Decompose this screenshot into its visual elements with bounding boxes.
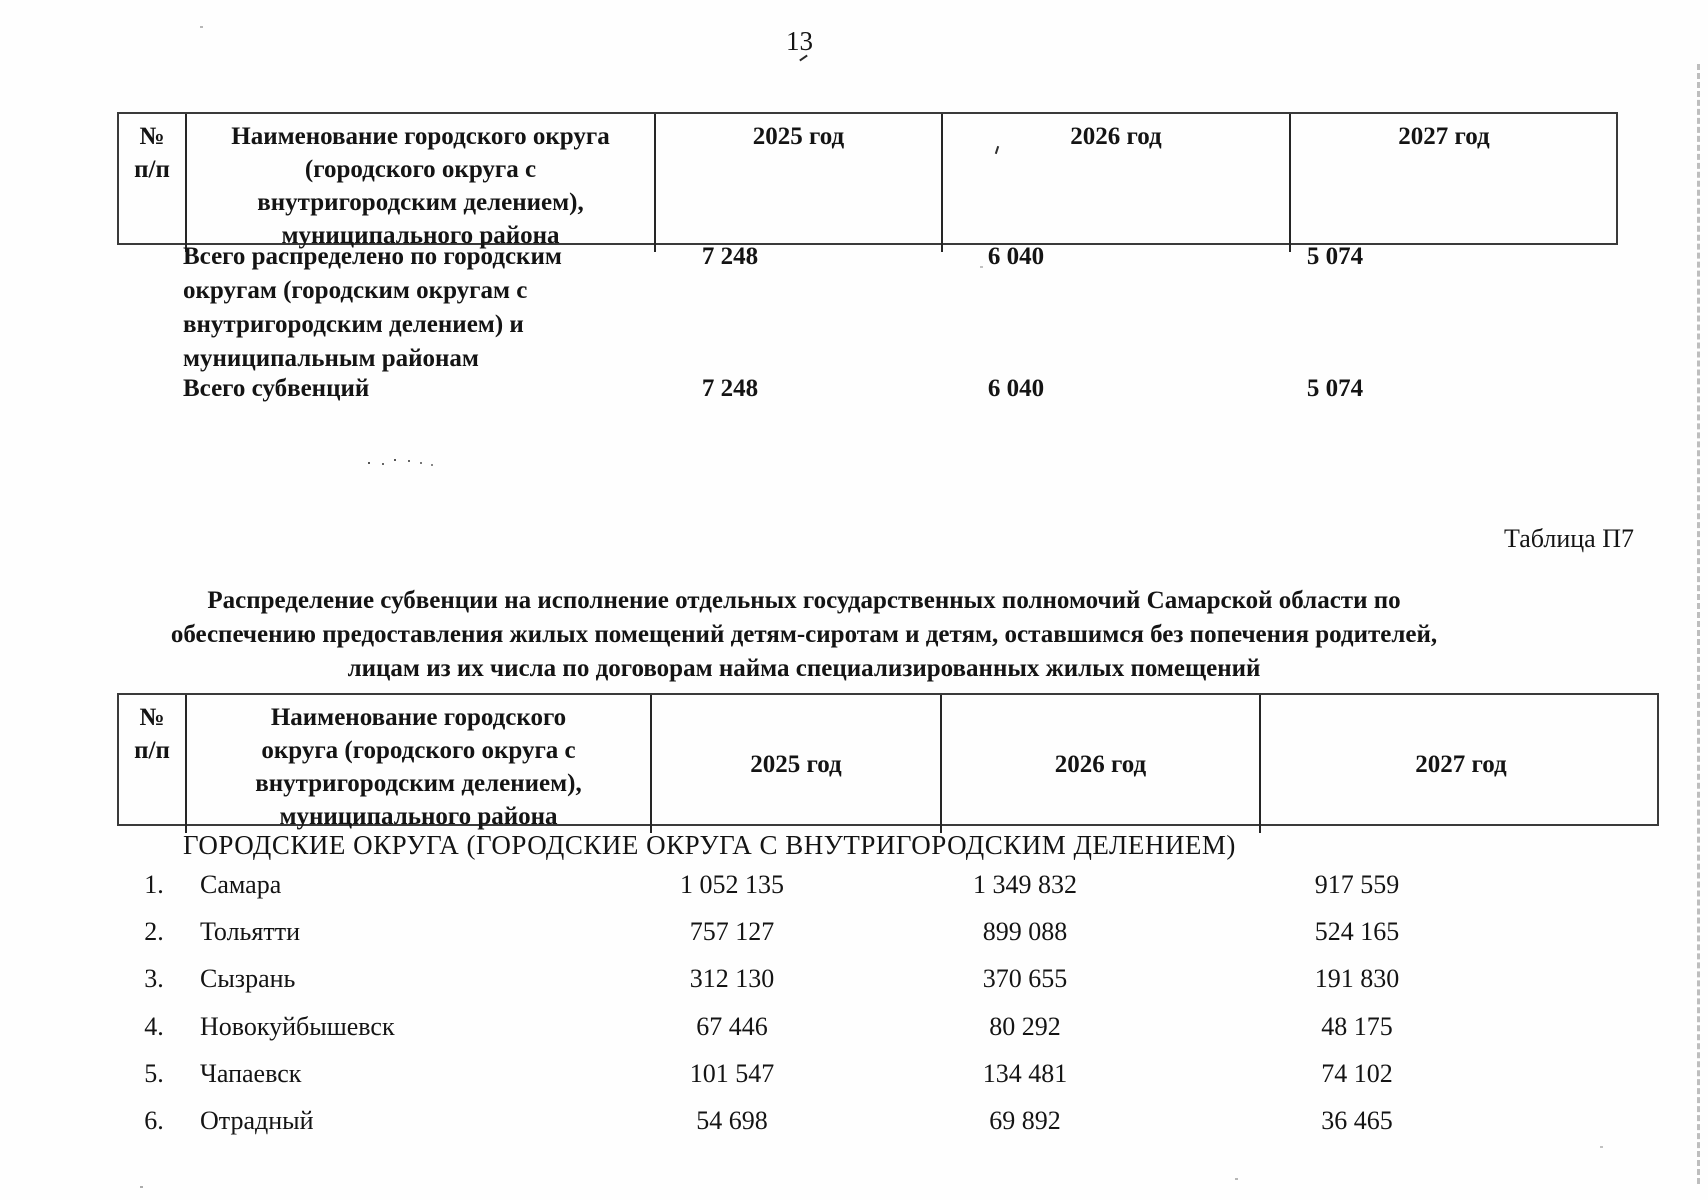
- page-number: 13: [786, 26, 813, 56]
- value-2025: 312 130: [689, 964, 775, 993]
- table2-header: № п/п Наименование городского округа (го…: [117, 693, 1659, 833]
- document-title: Распределение субвенции на исполнение от…: [170, 587, 1438, 682]
- row-name: Тольятти: [200, 917, 301, 946]
- value-2025: 757 127: [689, 917, 775, 946]
- value-2025: 7 248: [701, 375, 759, 402]
- row-name: Отрадный: [200, 1106, 314, 1135]
- scan-noise-dots: [140, 1186, 143, 1188]
- row-name: Сызрань: [200, 964, 296, 993]
- table1-col-2025: 2025 год: [654, 114, 941, 252]
- table1-header: № п/п Наименование городского округа (го…: [117, 112, 1618, 252]
- value-2027: 191 830: [1314, 964, 1400, 993]
- value-2027: 524 165: [1314, 917, 1400, 946]
- value-2026: 134 481: [982, 1059, 1068, 1088]
- value-2026: 899 088: [982, 917, 1068, 946]
- value-2026: 6 040: [987, 243, 1045, 270]
- value-2025: 54 698: [696, 1106, 768, 1135]
- row-name: Чапаевск: [200, 1059, 302, 1088]
- value-2026: 6 040: [987, 375, 1045, 402]
- value-2025: 7 248: [701, 243, 759, 270]
- row-name: Новокуйбышевск: [200, 1012, 395, 1041]
- value-2025: 67 446: [696, 1012, 768, 1041]
- row-number: 3.: [144, 964, 164, 993]
- scan-noise-dots: [368, 462, 370, 464]
- table1-col-2027: 2027 год: [1289, 114, 1597, 252]
- value-2027: 48 175: [1321, 1012, 1393, 1041]
- row-label: Всего распределено по городским округам …: [183, 243, 562, 372]
- section-header: ГОРОДСКИЕ ОКРУГА (ГОРОДСКИЕ ОКРУГА С ВНУ…: [183, 830, 1236, 860]
- row-number: 6.: [144, 1106, 164, 1135]
- value-2027: 5 074: [1306, 375, 1364, 402]
- row-name: Самара: [200, 870, 282, 899]
- row-label: Всего субвенций: [183, 375, 370, 402]
- row-number: 5.: [144, 1059, 164, 1088]
- table1-col-num: № п/п: [134, 123, 170, 183]
- table2-col-name: Наименование городского округа (городско…: [185, 695, 650, 833]
- value-2026: 370 655: [982, 964, 1068, 993]
- value-2025: 101 547: [689, 1059, 775, 1088]
- table2-col-2026: 2026 год: [940, 695, 1259, 833]
- table2-col-num: № п/п: [134, 704, 170, 764]
- table-caption: Таблица П7: [1504, 524, 1634, 553]
- value-2027: 36 465: [1321, 1106, 1393, 1135]
- value-2026: 69 892: [989, 1106, 1061, 1135]
- value-2026: 1 349 832: [973, 870, 1077, 899]
- row-number: 2.: [144, 917, 164, 946]
- table2-col-2025: 2025 год: [650, 695, 940, 833]
- value-2027: 74 102: [1321, 1059, 1393, 1088]
- table1-col-name: Наименование городского округа (городско…: [185, 114, 654, 252]
- value-2026: 80 292: [989, 1012, 1061, 1041]
- table1-col-2026: 2026 год: [941, 114, 1289, 252]
- value-2025: 1 052 135: [680, 870, 784, 899]
- value-2027: 5 074: [1306, 243, 1364, 270]
- scan-artifact-edge-line: [1697, 64, 1700, 1184]
- row-number: 1.: [144, 870, 164, 899]
- value-2027: 917 559: [1314, 870, 1400, 899]
- table2-col-2027: 2027 год: [1259, 695, 1661, 833]
- row-number: 4.: [144, 1012, 164, 1041]
